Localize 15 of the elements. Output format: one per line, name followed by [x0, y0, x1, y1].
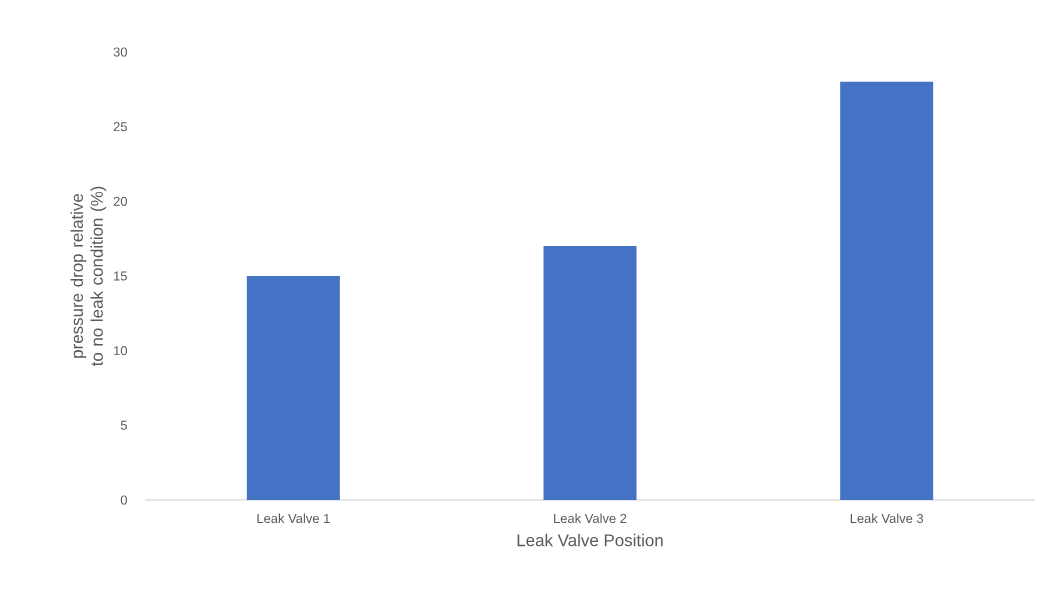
y-tick-label: 0 [120, 495, 127, 505]
y-tick-label: 30 [113, 47, 127, 57]
y-tick-label: 5 [120, 420, 127, 430]
y-axis-title: pressure drop relative to no leak condition (%) [70, 186, 107, 367]
x-axis-title: Leak Valve Position [517, 533, 663, 547]
bar [543, 246, 637, 500]
y-tick-label: 10 [114, 346, 127, 356]
y-tick-label: 25 [113, 122, 127, 132]
x-tick-label: Leak Valve 3 [850, 513, 924, 524]
y-tick-label: 15 [114, 271, 127, 281]
x-tick-label: Leak Valve 2 [554, 513, 627, 524]
bar [840, 81, 934, 500]
x-tick-label: Leak Valve 1 [257, 513, 330, 524]
y-tick-label: 20 [113, 196, 127, 206]
bar [246, 275, 340, 500]
